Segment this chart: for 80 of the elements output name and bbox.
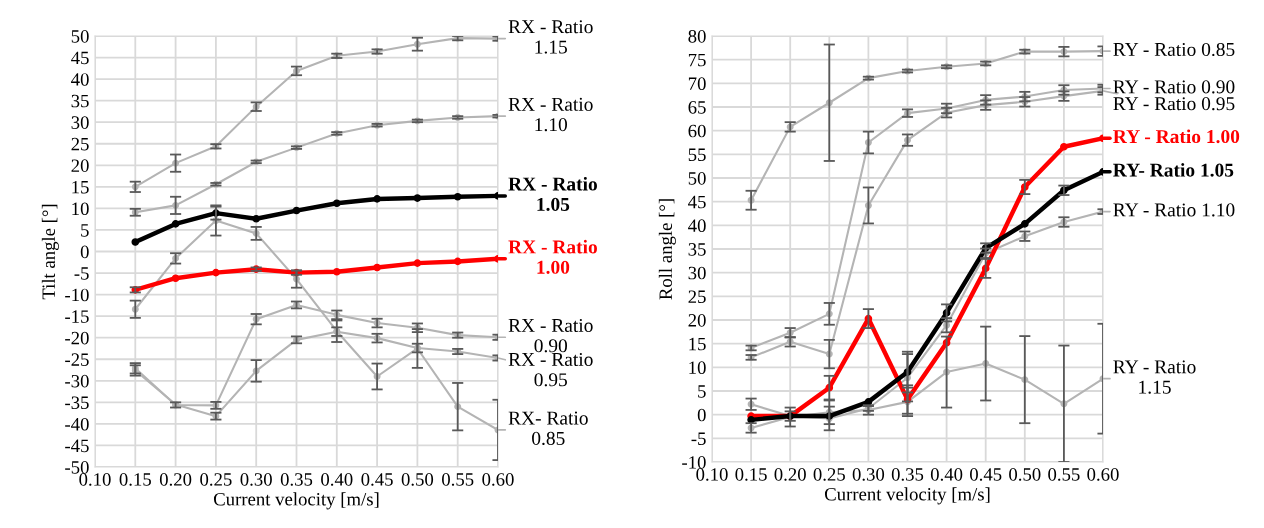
y-tick-label: 80 <box>688 30 706 43</box>
y-tick-label: 25 <box>688 290 706 304</box>
x-tick-label: 0.60 <box>1087 468 1119 481</box>
x-tick-label: 0.15 <box>119 473 151 486</box>
x-tick-label: 0.60 <box>482 473 514 486</box>
legend-label: RY - Ratio 0.85 <box>1113 42 1235 57</box>
y-tick-label: 40 <box>688 219 706 233</box>
x-tick-label: 0.55 <box>442 473 474 486</box>
x-tick-label: 0.50 <box>401 473 434 486</box>
y-tick-label: 75 <box>688 53 706 67</box>
x-tick-label: 0.55 <box>1048 468 1080 481</box>
y-tick-label: 40 <box>71 73 89 86</box>
x-tick-label: 0.30 <box>852 468 885 481</box>
x-tick-label: 0.40 <box>930 468 963 481</box>
x-tick-label: 0.50 <box>1009 468 1041 481</box>
y-tick-label: -30 <box>65 374 89 388</box>
y-tick-label: 30 <box>688 266 706 280</box>
x-tick-label: 0.20 <box>159 473 192 486</box>
y-tick-label: 50 <box>688 172 706 185</box>
y-tick-label: 5 <box>698 385 706 398</box>
legend-label: RY - Ratio 1.00 <box>1113 129 1240 144</box>
y-tick-label: 10 <box>72 202 89 216</box>
y-tick-label: 35 <box>688 243 706 256</box>
x-tick-label: 0.15 <box>735 468 767 481</box>
y-tick-label: 0 <box>697 408 706 422</box>
y-tick-label: -10 <box>65 288 89 302</box>
y-tick-label: 65 <box>688 101 706 114</box>
legend-label: RX - Ratio 1.00 <box>508 239 597 274</box>
y-tick-label: 60 <box>688 124 706 138</box>
legend-label: RX - Ratio 1.10 <box>508 97 593 132</box>
series-label: RY - Ratio 0.95 <box>1113 97 1235 111</box>
y-tick-label: -40 <box>65 417 89 431</box>
x-tick-label: 0.30 <box>240 473 272 486</box>
y-tick-label: -5 <box>691 432 706 446</box>
legend-label: RY- Ratio 1.05 <box>1113 163 1234 177</box>
y-tick-label: 20 <box>688 314 706 327</box>
y-tick-label: 30 <box>71 116 89 129</box>
y-tick-label: 35 <box>71 94 89 108</box>
x-tick-label: 0.20 <box>774 468 806 481</box>
y-tick-label: 15 <box>72 180 89 194</box>
y-axis-title: Tilt angle [°] <box>41 204 59 300</box>
legend-label: RY - Ratio 1.15 <box>1113 360 1196 394</box>
y-tick-label: -50 <box>65 461 89 474</box>
y-tick-label: 10 <box>689 361 706 375</box>
y-axis-title: Roll angle [°] <box>658 199 676 300</box>
y-tick-label: -20 <box>65 331 89 345</box>
y-tick-label: 55 <box>688 148 706 162</box>
y-tick-label: 25 <box>71 137 89 151</box>
y-tick-label: -25 <box>65 353 89 366</box>
x-tick-label: 0.45 <box>970 468 1002 481</box>
y-tick-label: 15 <box>689 337 706 351</box>
y-tick-label: 45 <box>688 195 706 209</box>
x-tick-label: 0.10 <box>79 473 111 486</box>
y-tick-label: 20 <box>71 159 89 172</box>
legend-label: RY - Ratio 0.90 <box>1113 80 1235 94</box>
x-tick-label: 0.45 <box>361 473 393 486</box>
x-tick-label: 0.25 <box>200 473 232 486</box>
y-tick-label: -15 <box>65 310 89 323</box>
legend-label: RY - Ratio 1.10 <box>1113 203 1235 217</box>
x-tick-label: 0.35 <box>280 473 313 486</box>
legend-label: RX - Ratio 1.05 <box>508 176 597 212</box>
y-tick-label: 0 <box>80 245 89 259</box>
y-tick-label: 45 <box>71 51 89 65</box>
x-tick-label: 0.35 <box>891 468 924 481</box>
x-tick-label: 0.40 <box>321 473 353 486</box>
y-tick-label: -5 <box>74 267 89 280</box>
y-tick-label: 5 <box>81 224 89 237</box>
y-tick-label: 70 <box>688 77 706 91</box>
x-tick-label: 0.25 <box>813 468 845 481</box>
legend-label: RX - Ratio 0.95 <box>508 352 593 387</box>
y-tick-label: -45 <box>65 439 89 453</box>
x-tick-label: 0.10 <box>696 468 728 481</box>
x-axis-title: Current velocity [m/s] <box>824 487 990 505</box>
legend-label: RX - Ratio 1.15 <box>508 20 593 54</box>
legend-label: RX - Ratio 0.90 <box>508 318 593 353</box>
y-tick-label: 50 <box>71 30 89 43</box>
y-tick-label: -10 <box>682 456 706 469</box>
legend-label: RX- Ratio 0.85 <box>508 411 588 446</box>
y-tick-label: -35 <box>65 396 89 410</box>
x-axis-title: Current velocity [m/s] <box>213 492 379 510</box>
